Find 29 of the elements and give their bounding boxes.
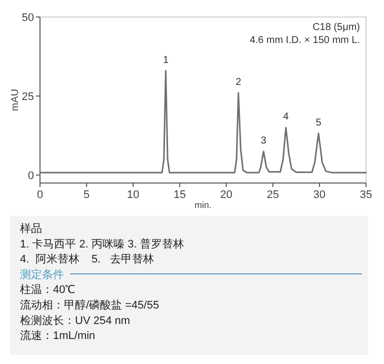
annotation: 4.6 mm I.D. × 150 mm L.	[250, 35, 360, 46]
text: 样品	[20, 223, 42, 235]
y-tick-label: 0	[28, 170, 34, 182]
text: 流速：1mL/min	[20, 329, 96, 342]
text: 4. 阿米替林 5. 去甲替林	[20, 252, 154, 266]
annotation: 1	[162, 54, 169, 66]
x-tick-label: 35	[360, 189, 372, 201]
line-series	[39, 70, 367, 174]
text: 流动相：甲醇/磷酸盐 =45/55	[20, 298, 160, 312]
text: 柱温：40℃	[20, 284, 76, 296]
x-tick-label: 30	[313, 189, 326, 201]
x-tick-label: 25	[266, 189, 279, 201]
annotation: C18 (5μm)	[312, 22, 360, 33]
text: 检测波长：UV 254 nm	[20, 314, 130, 327]
annotation: 2	[236, 76, 242, 88]
y-axis-title: mAU	[10, 88, 21, 112]
text: 测定条件	[20, 268, 64, 281]
y-tick-label: 50	[22, 12, 34, 24]
annotation: 4	[283, 112, 290, 123]
annotation: 5	[316, 117, 322, 128]
x-tick-label: 10	[127, 189, 140, 201]
text: 1. 卡马西平 2. 丙咪嗪 3. 普罗替林	[20, 237, 184, 250]
annotation: 3	[260, 135, 267, 146]
y-tick-label: 25	[22, 91, 34, 104]
x-tick-label: 5	[84, 189, 90, 201]
x-tick-label: 20	[220, 189, 232, 201]
x-tick-label: 15	[174, 189, 186, 201]
x-axis-title: min.	[194, 200, 212, 210]
x-tick-label: 0	[36, 189, 44, 201]
